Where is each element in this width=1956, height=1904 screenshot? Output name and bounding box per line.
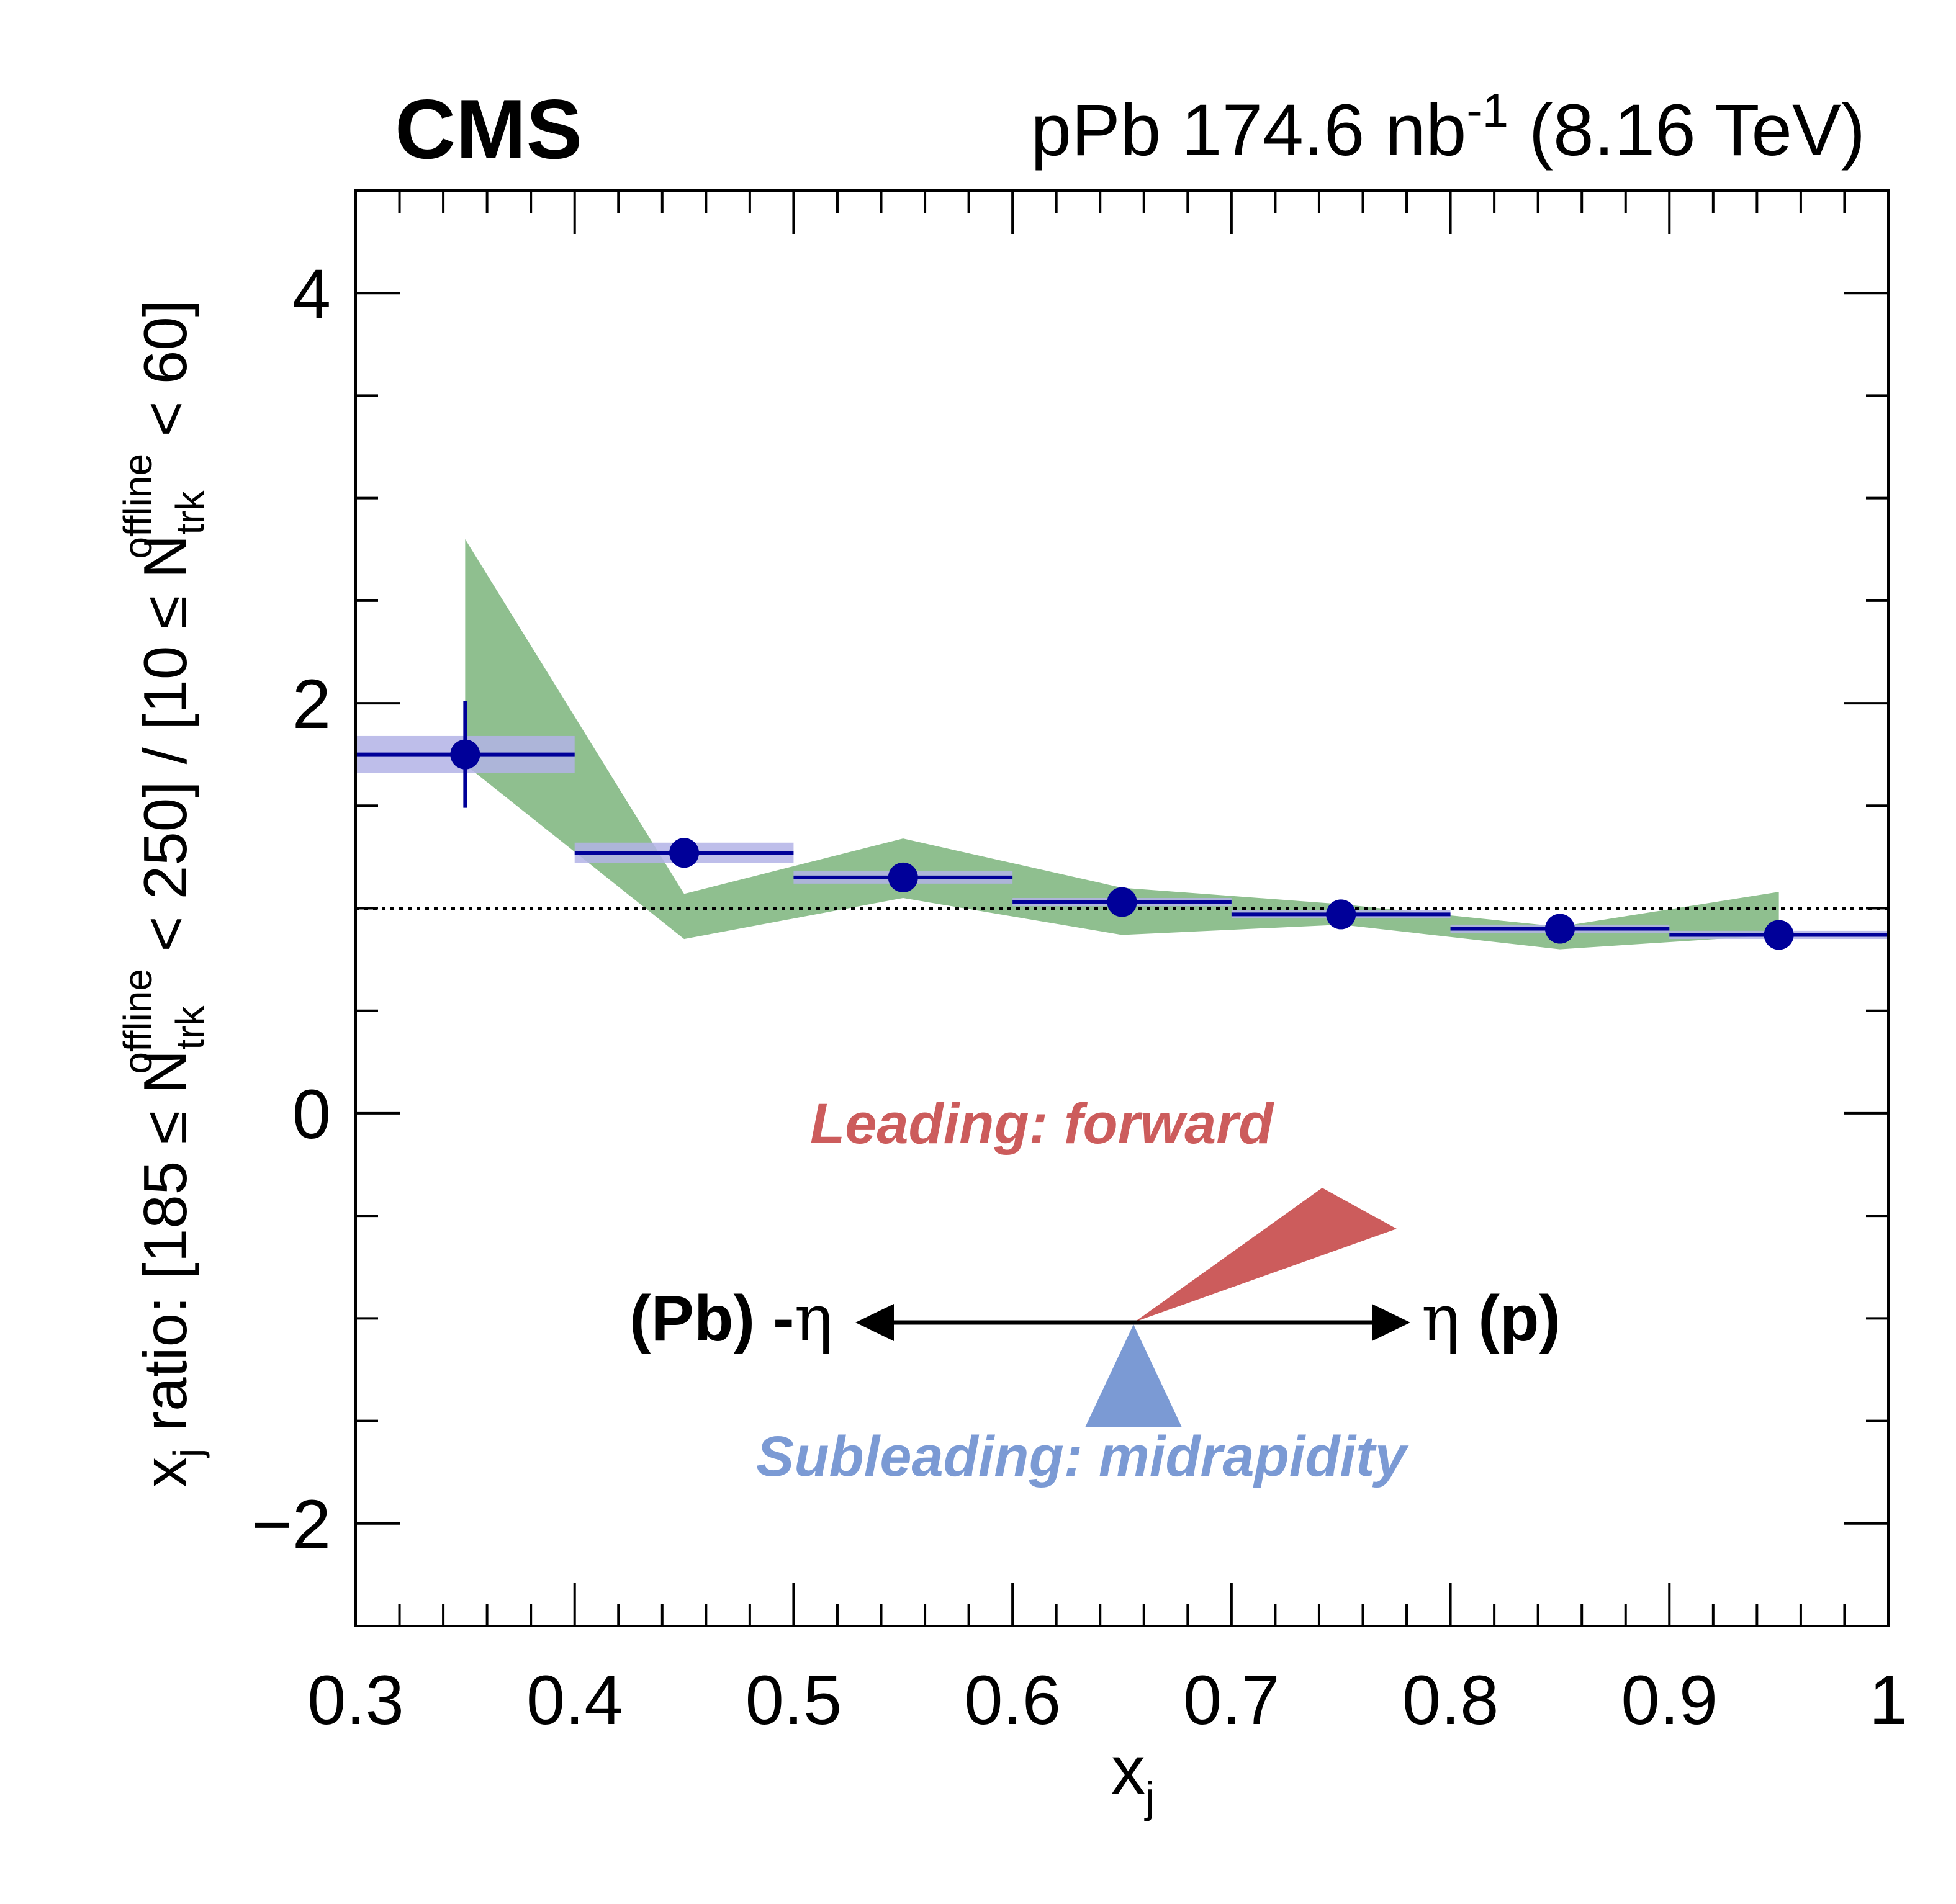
x-tick-label: 0.9 xyxy=(1621,1661,1718,1739)
ylabel-j: j xyxy=(165,1448,210,1458)
x-tick-label: 1 xyxy=(1869,1661,1908,1739)
y-tick-label: 4 xyxy=(292,255,331,333)
x-tick-label: 0.7 xyxy=(1183,1661,1280,1739)
svg-text:xj ratio: [185 ≤ Ntrkoffline <: xj ratio: [185 ≤ Ntrkoffline < 250] / [1… xyxy=(115,300,212,1488)
minus-eta-symbol: η xyxy=(795,1280,833,1356)
ylabel-trk-2: trk xyxy=(168,490,212,535)
ylabel-offline-1: offline xyxy=(115,969,160,1074)
x-tick-label: 0.3 xyxy=(307,1661,404,1739)
lumi-exponent: -1 xyxy=(1466,84,1508,137)
x-tick-label: 0.4 xyxy=(526,1661,623,1739)
data-point xyxy=(1544,914,1575,944)
arrow-head-right xyxy=(1372,1304,1410,1341)
y-tick-label: 2 xyxy=(292,665,331,743)
lumi-prefix: pPb 174.6 nb xyxy=(1030,89,1466,171)
xlabel-sub: j xyxy=(1144,1773,1155,1821)
data-point xyxy=(1107,887,1137,917)
p-direction-label: η (p) xyxy=(1422,1280,1561,1356)
luminosity-label: pPb 174.6 nb-1 (8.16 TeV) xyxy=(1030,84,1865,171)
ylabel-ratio-open: ratio: [185 ≤ N xyxy=(131,1050,199,1448)
y-axis-title: xj ratio: [185 ≤ Ntrkoffline < 250] / [1… xyxy=(115,300,212,1488)
data-point xyxy=(669,838,700,868)
y-tick-label: 0 xyxy=(292,1075,331,1153)
x-tick-label: 0.6 xyxy=(964,1661,1061,1739)
data-point xyxy=(1326,899,1356,930)
leading-label: Leading: forward xyxy=(810,1092,1274,1156)
data-point xyxy=(1764,920,1794,950)
data-point xyxy=(888,862,918,892)
data-points-layer xyxy=(356,701,1888,950)
xlabel-main: x xyxy=(1111,1732,1145,1808)
x-tick-label: 0.5 xyxy=(746,1661,842,1739)
axis-ticks xyxy=(354,189,1890,1627)
x-tick-label: 0.8 xyxy=(1402,1661,1499,1739)
energy-label: (8.16 TeV) xyxy=(1508,89,1865,171)
ylabel-offline-2: offline xyxy=(115,454,160,559)
p-label: (p) xyxy=(1460,1283,1561,1355)
ylabel-mid: < 250] / [10 ≤ N xyxy=(131,535,199,969)
subleading-label: Subleading: midrapidity xyxy=(756,1425,1409,1488)
ylabel-x: x xyxy=(131,1457,199,1488)
pb-label: (Pb) - xyxy=(629,1283,795,1355)
experiment-label: CMS xyxy=(395,82,582,176)
y-tick-label: −2 xyxy=(251,1486,331,1563)
pb-direction-label: (Pb) -η xyxy=(629,1280,833,1356)
ylabel-trk-1: trk xyxy=(168,1005,212,1050)
ylabel-close: < 60] xyxy=(131,300,199,454)
data-point xyxy=(450,739,480,770)
eta-symbol: η xyxy=(1422,1280,1460,1356)
y-tick-labels: −2 0 2 4 xyxy=(251,255,331,1563)
x-tick-labels: 0.3 0.4 0.5 0.6 0.7 0.8 0.9 1 xyxy=(307,1661,1908,1739)
x-axis-title: xj xyxy=(1111,1732,1155,1821)
arrow-head-left xyxy=(855,1304,894,1341)
subleading-jet-cone xyxy=(1085,1324,1182,1427)
leading-jet-cone xyxy=(1135,1188,1397,1322)
